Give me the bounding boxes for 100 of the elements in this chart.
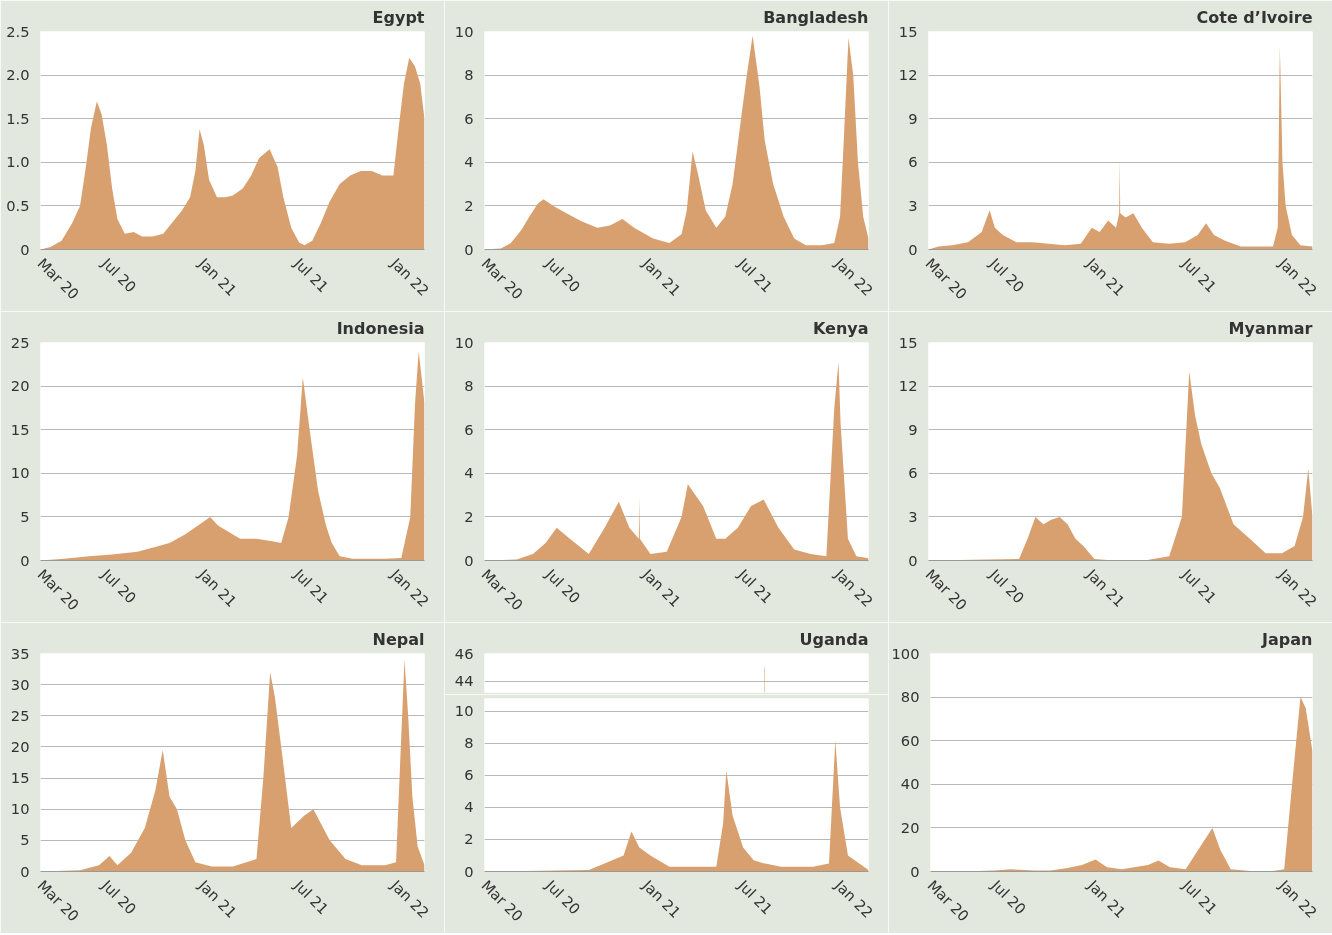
y-tick-label: 35 [10,644,30,662]
x-tick-label: Mar 20 [924,876,973,925]
y-tick-label: 15 [898,333,918,351]
chart-title: Bangladesh [763,7,869,27]
x-tick-label: Jul 21 [1178,564,1221,607]
y-tick-label: 3 [908,196,918,214]
x-tick-label: Jan 21 [1082,564,1129,610]
y-tick-label: 12 [898,66,918,84]
x-tick-label: Jan 21 [1082,253,1129,299]
y-tick-label: 2 [464,196,474,214]
y-tick-label: 9 [908,109,918,127]
y-tick-label: 100 [891,644,920,662]
y-tick-label: 8 [464,734,474,752]
y-tick-label: 2.5 [6,22,30,40]
x-tick-label: Jan 22 [1275,253,1321,299]
y-tick-label: 0 [910,862,920,880]
x-tick-label: Jan 21 [194,253,241,299]
y-tick-label: 8 [464,66,474,84]
x-tick-label: Jan 22 [1275,564,1321,610]
y-tick-label: 10 [454,22,474,40]
x-tick-label: Jan 21 [1084,875,1130,921]
x-tick-label: Mar 20 [34,565,83,614]
y-tick-label: 6 [908,153,918,171]
y-tick-label: 60 [900,731,920,749]
y-tick-label: 2 [464,507,474,525]
x-tick-label: Jul 20 [98,875,140,918]
x-tick-label: Jan 22 [831,875,877,921]
x-tick-label: Jul 21 [290,564,333,607]
x-tick-label: Jul 20 [987,875,1030,918]
x-tick-label: Jan 22 [831,253,877,299]
x-tick-label: Jul 20 [986,253,1028,296]
y-tick-label: 6 [464,766,474,784]
chart-title: Myanmar [1228,318,1313,338]
y-tick-label: 3 [908,507,918,525]
y-tick-label: 5 [20,507,30,525]
x-tick-label: Jan 22 [387,564,433,610]
y-tick-label: 0 [20,240,30,258]
y-tick-label: 15 [10,769,30,787]
x-tick-label: Jan 21 [638,564,685,610]
x-tick-label: Jan 21 [194,875,241,921]
x-tick-label: Jan 22 [387,875,433,921]
x-tick-label: Mar 20 [34,254,83,303]
chart-title: Nepal [372,629,425,649]
x-tick-label: Jul 21 [290,875,333,918]
x-tick-label: Jul 21 [1178,253,1221,296]
y-tick-label: 46 [454,644,474,662]
x-tick-label: Jul 20 [98,564,140,607]
x-tick-label: Jul 21 [734,564,777,607]
x-tick-label: Mar 20 [34,876,83,925]
y-tick-label: 10 [454,702,474,720]
y-tick-label: 10 [10,800,30,818]
x-tick-label: Jan 22 [387,253,433,299]
y-tick-label: 12 [898,377,918,395]
chart-title: Indonesia [336,318,425,338]
y-tick-label: 20 [900,818,920,836]
y-tick-label: 0 [908,551,918,569]
x-tick-label: Jul 21 [1178,875,1221,918]
x-tick-label: Jan 21 [638,253,685,299]
x-tick-label: Jul 21 [734,253,777,296]
y-tick-label: 10 [454,333,474,351]
x-tick-label: Jan 21 [638,875,685,921]
y-tick-label: 5 [20,831,30,849]
y-tick-label: 0 [908,240,918,258]
y-tick-label: 6 [908,464,918,482]
y-tick-label: 6 [464,109,474,127]
x-tick-label: Jul 20 [986,564,1028,607]
y-tick-label: 0.5 [6,196,30,214]
y-tick-label: 80 [900,688,920,706]
y-tick-label: 40 [900,775,920,793]
y-tick-label: 8 [464,377,474,395]
x-tick-label: Jul 20 [98,253,140,296]
chart-title: Egypt [372,7,425,27]
y-tick-label: 0 [20,551,30,569]
y-tick-label: 0 [20,862,30,880]
y-tick-label: 0 [464,240,474,258]
x-tick-label: Jul 21 [290,253,333,296]
x-tick-label: Jul 20 [542,875,584,918]
y-tick-label: 30 [10,675,30,693]
y-tick-label: 6 [464,420,474,438]
x-tick-label: Jan 22 [831,564,877,610]
x-tick-label: Jan 21 [194,564,241,610]
y-tick-label: 15 [10,420,30,438]
x-tick-label: Mar 20 [478,876,527,925]
y-tick-label: 0 [464,551,474,569]
x-tick-label: Jul 20 [542,253,584,296]
x-tick-label: Jul 20 [542,564,584,607]
x-tick-label: Jan 22 [1275,875,1321,921]
y-tick-label: 15 [898,22,918,40]
x-tick-label: Mar 20 [478,565,527,614]
y-tick-label: 1.0 [6,153,30,171]
y-tick-label: 20 [10,377,30,395]
y-tick-label: 0 [464,862,474,880]
y-tick-label: 9 [908,420,918,438]
y-tick-label: 20 [10,737,30,755]
y-tick-label: 1.5 [6,109,30,127]
y-tick-label: 4 [464,464,474,482]
y-tick-label: 2.0 [6,66,30,84]
y-tick-label: 10 [10,464,30,482]
x-tick-label: Mar 20 [922,254,971,303]
chart-title: Cote d’Ivoire [1196,7,1313,27]
